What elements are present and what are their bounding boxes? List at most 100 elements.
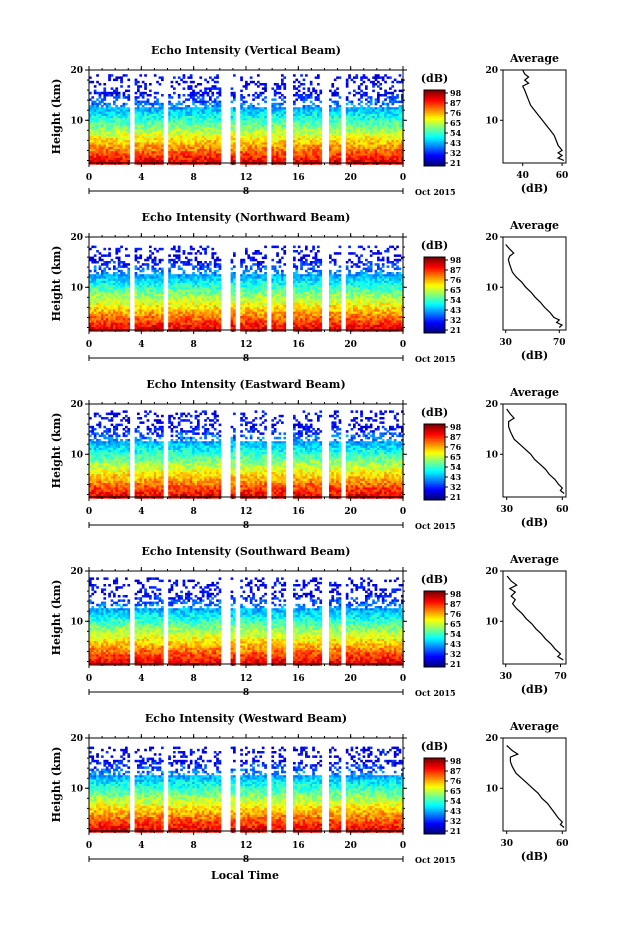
heatmap-cell xyxy=(89,289,92,293)
heatmap-cell xyxy=(108,278,111,282)
heatmap-cell xyxy=(391,111,395,115)
heatmap-cell xyxy=(319,135,323,139)
heatmap-cell xyxy=(216,133,219,137)
heatmap-cell xyxy=(398,153,402,156)
heatmap-cell xyxy=(357,131,361,134)
heatmap-cell xyxy=(156,127,159,130)
heatmap-cell xyxy=(396,116,399,119)
heatmap-cell xyxy=(300,131,303,134)
heatmap-cell xyxy=(245,131,248,134)
heatmap-cell xyxy=(175,309,179,312)
heatmap-cell xyxy=(120,120,123,123)
heatmap-cell xyxy=(273,120,277,123)
heatmap-cell xyxy=(333,124,337,128)
heatmap-cell xyxy=(127,311,131,315)
heatmap-cell xyxy=(189,129,193,132)
heatmap-cell xyxy=(185,276,188,279)
heatmap-cell xyxy=(297,124,301,128)
heatmap-cell xyxy=(386,127,390,130)
heatmap-cell xyxy=(149,120,152,123)
heatmap-cell xyxy=(194,157,198,161)
heatmap-cell xyxy=(245,100,248,104)
heatmap-cell xyxy=(113,272,116,275)
heatmap-cell xyxy=(319,138,323,141)
heatmap-cell xyxy=(120,245,123,249)
heatmap-cell xyxy=(194,131,198,134)
heatmap-cell xyxy=(168,155,171,159)
heatmap-cell xyxy=(393,116,397,119)
heatmap-cell xyxy=(357,160,361,163)
heatmap-cell xyxy=(89,256,92,260)
heatmap-cell xyxy=(314,122,318,126)
heatmap-cell xyxy=(199,296,203,299)
heatmap-cell xyxy=(293,100,296,104)
heatmap-cell xyxy=(105,91,109,95)
heatmap-cell xyxy=(89,302,92,306)
heatmap-cell xyxy=(115,122,119,126)
heatmap-cell xyxy=(141,100,145,104)
heatmap-cell xyxy=(379,111,383,115)
heatmap-cell xyxy=(273,127,277,130)
heatmap-cell xyxy=(331,131,335,134)
heatmap-cell xyxy=(194,94,198,97)
heatmap-cell xyxy=(115,318,119,321)
heatmap-cell xyxy=(273,111,277,115)
heatmap-cell xyxy=(192,305,195,308)
heatmap-cell xyxy=(168,151,171,154)
heatmap-cell xyxy=(233,116,236,119)
heatmap-cell xyxy=(105,122,109,126)
heatmap-cell xyxy=(108,300,111,304)
heatmap-cell xyxy=(173,278,176,282)
heatmap-cell xyxy=(110,133,114,137)
heatmap-cell xyxy=(151,289,155,293)
heatmap-cell xyxy=(108,160,111,163)
heatmap-cell xyxy=(257,149,260,152)
heatmap-cell xyxy=(146,94,150,97)
heatmap-cell xyxy=(230,116,234,119)
heatmap-cell xyxy=(307,118,311,121)
heatmap-cell xyxy=(137,120,140,123)
heatmap-cell xyxy=(345,96,349,99)
heatmap-cell xyxy=(206,87,210,90)
heatmap-cell xyxy=(134,320,138,323)
heatmap-cell xyxy=(252,146,255,150)
heatmap-cell xyxy=(201,113,205,117)
heatmap-cell xyxy=(151,261,155,264)
heatmap-cell xyxy=(369,102,373,106)
heatmap-cell xyxy=(156,160,159,163)
heatmap-cell xyxy=(249,146,253,150)
heatmap-cell xyxy=(105,296,109,299)
heatmap-cell xyxy=(187,76,191,79)
heatmap-cell xyxy=(401,116,404,119)
heatmap-cell xyxy=(115,94,119,97)
heatmap-cell xyxy=(393,109,397,112)
heatmap-cell xyxy=(149,320,152,323)
heatmap-cell xyxy=(173,320,176,323)
heatmap-cell xyxy=(108,252,111,255)
heatmap-cell xyxy=(177,254,181,257)
heatmap-cell xyxy=(242,151,246,154)
heatmap-cell xyxy=(194,307,198,310)
heatmap-cell xyxy=(199,94,203,97)
heatmap-cell xyxy=(177,102,181,106)
heatmap-cell xyxy=(187,127,191,130)
heatmap-cell xyxy=(170,122,174,126)
heatmap-cell xyxy=(365,138,368,141)
heatmap-cell xyxy=(345,155,349,159)
heatmap-cell xyxy=(331,120,335,123)
heatmap-cell xyxy=(257,96,260,99)
heatmap-cell xyxy=(360,151,363,154)
heatmap-cell xyxy=(144,322,147,326)
heatmap-cell xyxy=(278,122,282,126)
heatmap-cell xyxy=(101,302,104,306)
heatmap-cell xyxy=(113,278,116,282)
heatmap-cell xyxy=(384,157,387,161)
heatmap-cell xyxy=(264,129,267,132)
heatmap-cell xyxy=(283,85,287,88)
heatmap-cell xyxy=(360,138,363,141)
heatmap-cell xyxy=(185,274,188,277)
heatmap-cell xyxy=(281,94,284,97)
heatmap-cell xyxy=(187,124,191,128)
heatmap-cell xyxy=(333,113,337,117)
heatmap-cell xyxy=(381,153,385,156)
